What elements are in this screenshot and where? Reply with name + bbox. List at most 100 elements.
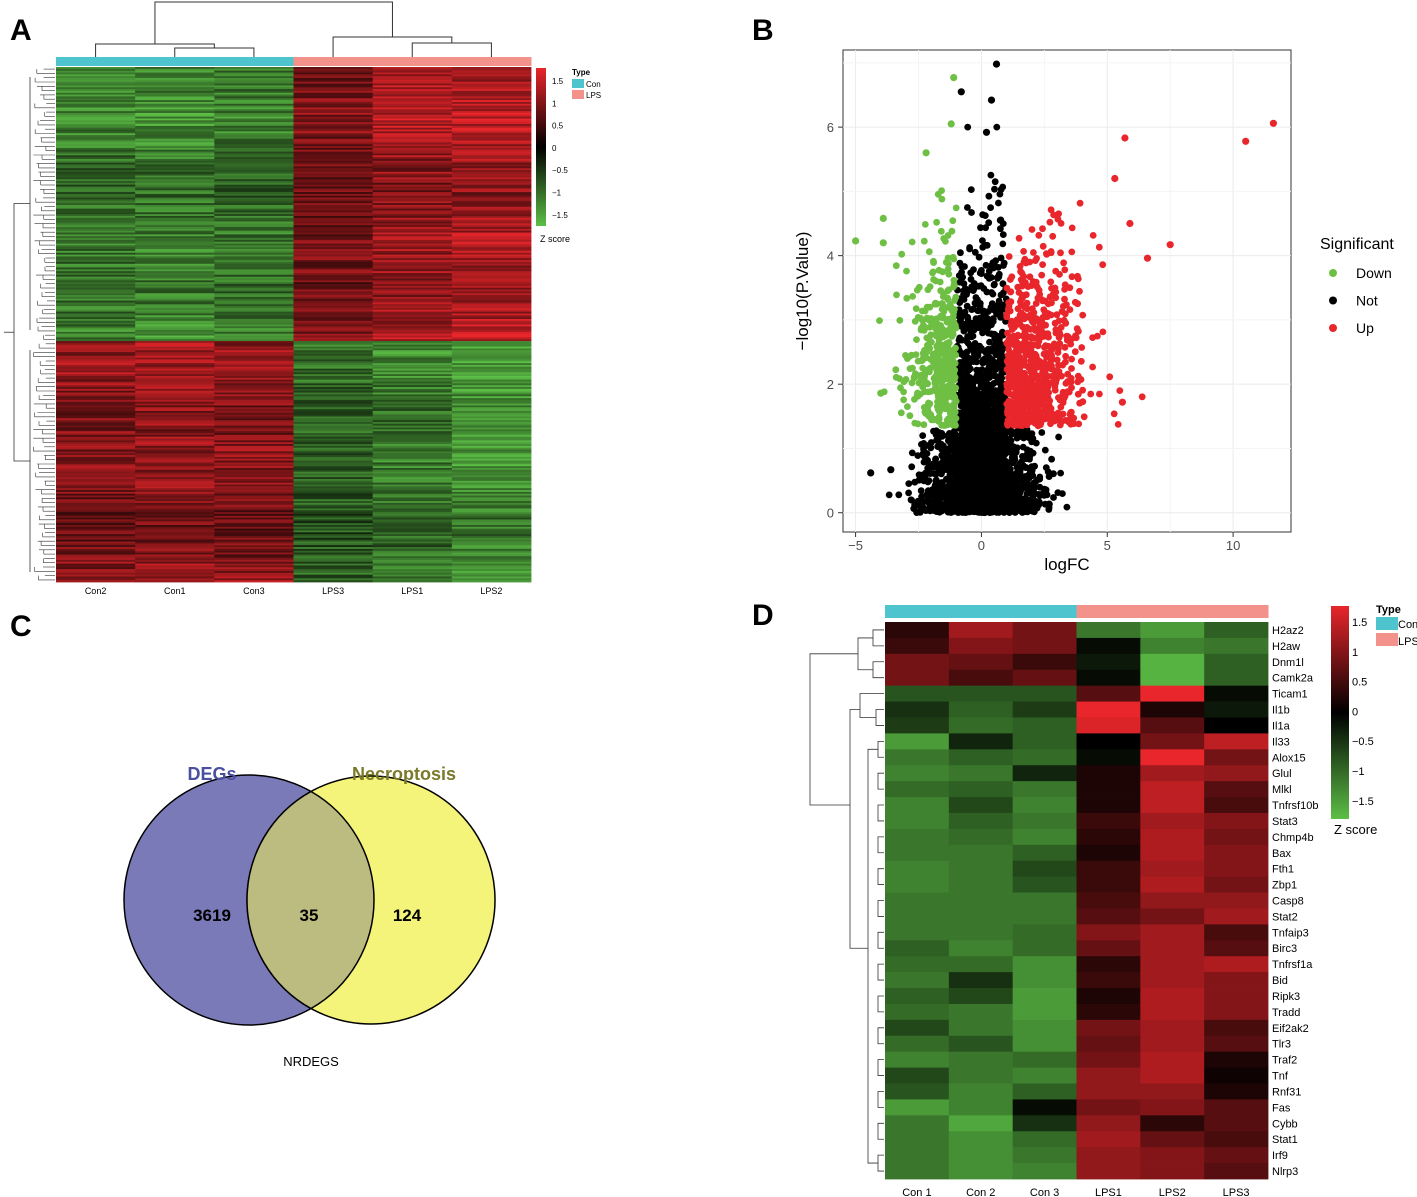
heatmap-cell xyxy=(451,112,532,116)
heatmap-cell xyxy=(293,149,374,153)
heatmap-cell xyxy=(135,136,215,140)
heatmap-cell xyxy=(135,306,215,309)
point-not xyxy=(982,261,990,269)
heatmap-cell xyxy=(293,304,374,307)
heatmap-cell xyxy=(451,342,532,346)
heatmap-cell xyxy=(372,552,453,555)
point-not xyxy=(1008,485,1015,493)
heatmap-cell xyxy=(214,559,294,563)
heatmap-cell xyxy=(372,458,453,462)
heatmap-cell xyxy=(56,258,136,261)
heatmap-cell xyxy=(56,488,136,491)
point-up xyxy=(1039,225,1046,233)
point-not xyxy=(985,369,992,376)
heatmap-cell xyxy=(451,291,532,294)
heatmap-cell xyxy=(56,234,136,237)
heatmap-cell xyxy=(372,536,453,539)
heatmap-cell xyxy=(135,433,215,436)
heatmap-cell xyxy=(451,190,532,193)
heatmap-cell xyxy=(372,171,453,175)
heatmap-cell xyxy=(214,78,294,81)
heatmap-cell xyxy=(214,184,294,187)
heatmap-cell xyxy=(293,563,374,566)
heatmap-cell xyxy=(135,129,215,132)
heatmap-cell xyxy=(135,328,215,331)
point-not xyxy=(1013,502,1021,509)
point-up xyxy=(1079,386,1086,394)
heatmap-cell xyxy=(56,337,136,340)
heatmap-cell xyxy=(451,260,532,263)
heatmap-cell xyxy=(372,475,453,478)
heatmap-cell xyxy=(372,387,453,390)
heatmap-cell xyxy=(372,405,453,408)
heatmap-cell xyxy=(293,284,374,287)
heatmap-cell xyxy=(372,315,453,318)
heatmap-cell xyxy=(56,127,136,130)
heatmap-cell xyxy=(135,221,215,224)
heatmap-cell xyxy=(293,101,374,105)
heatmap-cell xyxy=(214,112,294,116)
heatmap-cell xyxy=(293,138,374,141)
heatmap-cell xyxy=(56,265,136,268)
heatmap-cell xyxy=(372,236,453,239)
heatmap-cell xyxy=(56,118,136,121)
point-not xyxy=(905,489,912,497)
point-not xyxy=(929,492,937,499)
heatmap-cell xyxy=(56,302,136,305)
heatmap-cell xyxy=(214,182,294,186)
heatmap-cell xyxy=(135,342,215,346)
heatmap-cell xyxy=(293,361,374,364)
heatmap-cell xyxy=(293,559,374,563)
heatmap-cell xyxy=(214,155,294,158)
heatmap-cell xyxy=(214,160,294,164)
heatmap-cell xyxy=(56,477,136,480)
heatmap-cell xyxy=(372,519,453,522)
heatmap-cell xyxy=(451,561,532,565)
point-not xyxy=(1026,455,1033,463)
heatmap-cell xyxy=(214,68,294,72)
heatmap-cell xyxy=(135,147,215,151)
heatmap-cell xyxy=(372,346,453,349)
heatmap-cell xyxy=(372,416,453,419)
heatmap-cell xyxy=(451,285,532,289)
heatmap-cell xyxy=(451,548,532,552)
heatmap-cell xyxy=(372,433,453,436)
heatmap-cell xyxy=(214,225,294,228)
heatmap-cell xyxy=(56,256,136,259)
heatmap-cell xyxy=(451,495,532,498)
heatmap-cell xyxy=(372,399,453,403)
heatmap-cell xyxy=(214,377,294,381)
heatmap-cell xyxy=(372,363,453,366)
heatmap-cell xyxy=(372,337,453,340)
heatmap-cell xyxy=(451,479,532,482)
heatmap-cell xyxy=(451,215,532,219)
heatmap-cell xyxy=(56,72,136,75)
heatmap-cell xyxy=(214,70,294,73)
heatmap-cell xyxy=(214,111,294,114)
heatmap-cell xyxy=(451,199,532,202)
point-not xyxy=(957,359,965,367)
point-not xyxy=(908,449,916,457)
heatmap-cell xyxy=(372,348,453,351)
heatmap-cell xyxy=(56,236,136,239)
heatmap-cell xyxy=(56,166,136,169)
heatmap-cell xyxy=(451,572,532,576)
heatmap-cell xyxy=(451,392,532,395)
point-not xyxy=(984,345,992,353)
heatmap-cell xyxy=(56,206,136,210)
heatmap-cell xyxy=(214,423,294,427)
heatmap-cell xyxy=(451,480,532,484)
heatmap-cell xyxy=(451,541,532,544)
point-not xyxy=(950,428,958,435)
heatmap-cell xyxy=(214,499,294,502)
heatmap-cell xyxy=(372,258,453,261)
heatmap-cell xyxy=(135,431,215,434)
heatmap-cell xyxy=(372,243,453,246)
heatmap-cell xyxy=(293,85,374,88)
heatmap-cell xyxy=(293,271,374,274)
heatmap-cell xyxy=(56,284,136,287)
heatmap-cell xyxy=(293,513,374,517)
heatmap-cell xyxy=(372,298,453,301)
heatmap-cell xyxy=(56,513,136,517)
heatmap-cell xyxy=(56,528,136,531)
